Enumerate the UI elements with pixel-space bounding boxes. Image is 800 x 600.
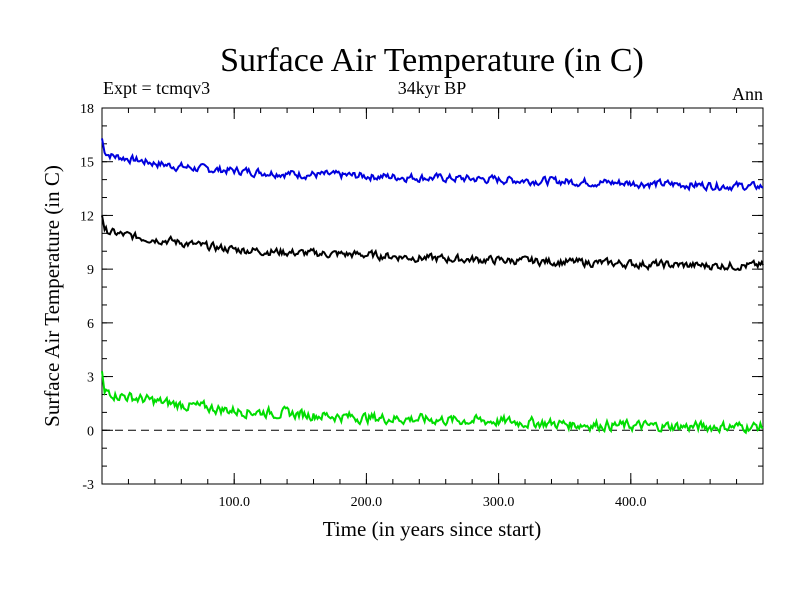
series-line-2 — [101, 215, 764, 272]
y-tick-label: 3 — [87, 371, 94, 386]
experiment-label: Expt = tcmqv3 — [103, 78, 210, 98]
y-tick-label: 9 — [87, 263, 94, 278]
x-tick-label: 400.0 — [615, 495, 647, 510]
x-tick-label: 200.0 — [351, 495, 383, 510]
y-tick-label: 15 — [80, 156, 94, 171]
series-line-1 — [101, 138, 764, 193]
y-tick-label: 18 — [80, 102, 94, 117]
y-tick-label: -3 — [82, 478, 94, 493]
plot-frame — [101, 107, 764, 485]
x-tick-label: 100.0 — [218, 495, 250, 510]
y-axis-label: Surface Air Temperature (in C) — [40, 165, 64, 427]
chart-title: Surface Air Temperature (in C) — [220, 42, 644, 79]
y-tick-label: 12 — [80, 209, 94, 224]
y-tick-label: 6 — [87, 317, 94, 332]
season-label: Ann — [732, 84, 763, 104]
x-axis-label: Time (in years since start) — [323, 517, 542, 541]
x-tick-label: 300.0 — [483, 495, 515, 510]
series-line-3 — [101, 371, 764, 435]
period-label: 34kyr BP — [398, 78, 467, 98]
y-tick-label: 0 — [87, 424, 94, 439]
